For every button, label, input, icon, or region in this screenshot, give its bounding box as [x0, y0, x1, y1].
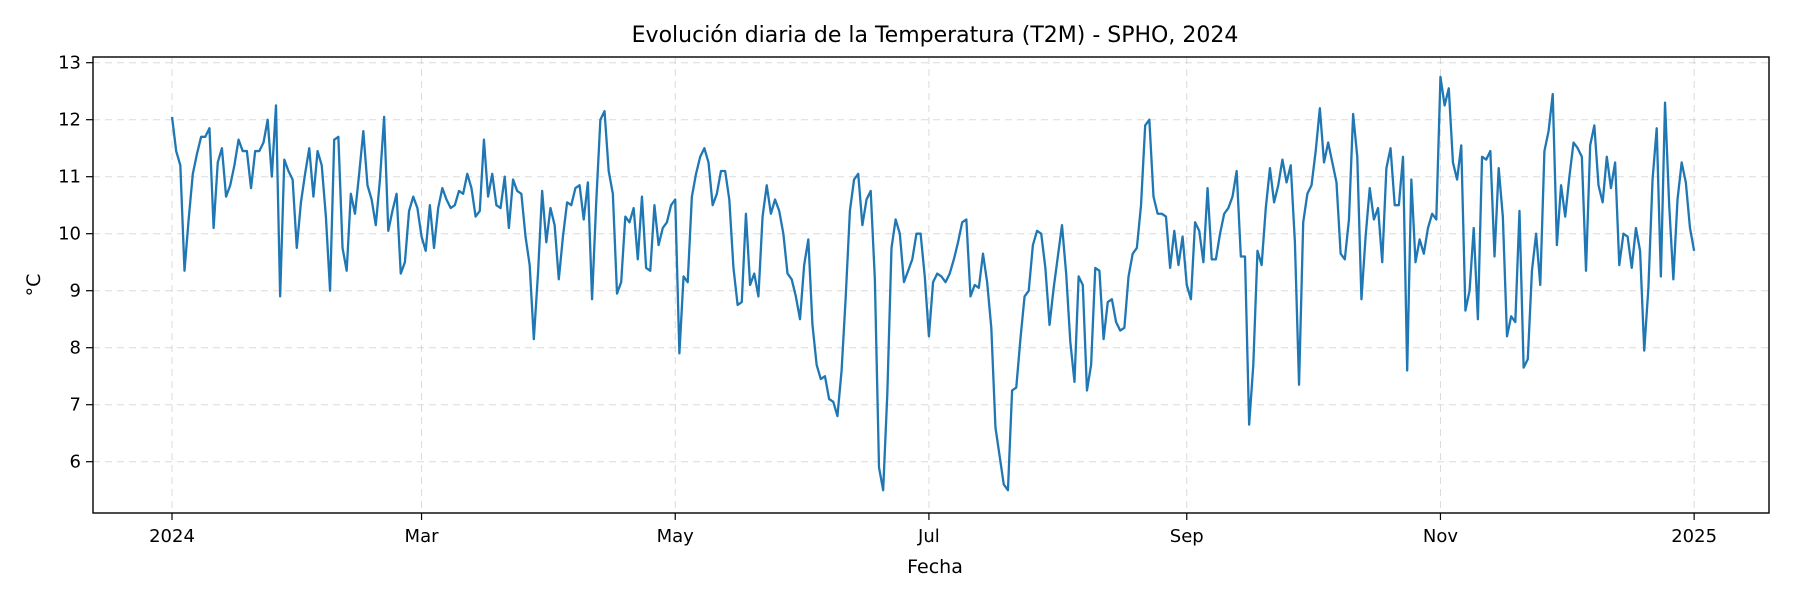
- chart-title: Evolución diaria de la Temperatura (T2M)…: [632, 23, 1239, 48]
- x-tick-label: 2024: [149, 526, 195, 547]
- y-tick-label: 6: [70, 452, 81, 473]
- y-tick-label: 7: [70, 395, 81, 416]
- y-axis: 6 7 8 9 10 11 12 13: [58, 53, 93, 473]
- grid: [93, 57, 1769, 513]
- x-tick-label: Mar: [405, 526, 440, 547]
- y-tick-label: 9: [70, 281, 81, 302]
- series-layer: [170, 75, 1696, 492]
- y-axis-label: °C: [23, 274, 45, 297]
- temperature-series-line: [170, 75, 1696, 492]
- x-tick-label: Nov: [1423, 526, 1458, 547]
- x-tick-label: Sep: [1170, 526, 1204, 547]
- x-axis-label: Fecha: [907, 556, 963, 578]
- y-tick-label: 10: [58, 224, 81, 245]
- x-tick-label: 2025: [1671, 526, 1717, 547]
- y-tick-label: 11: [58, 167, 81, 188]
- plot-frame: [92, 56, 1770, 514]
- y-tick-label: 8: [70, 338, 81, 359]
- y-tick-label: 13: [58, 53, 81, 74]
- x-axis: 2024 Mar May Jul Sep Nov 2025: [149, 513, 1717, 547]
- x-tick-label: May: [657, 526, 695, 547]
- y-tick-label: 12: [58, 110, 81, 131]
- x-tick-label: Jul: [917, 526, 940, 547]
